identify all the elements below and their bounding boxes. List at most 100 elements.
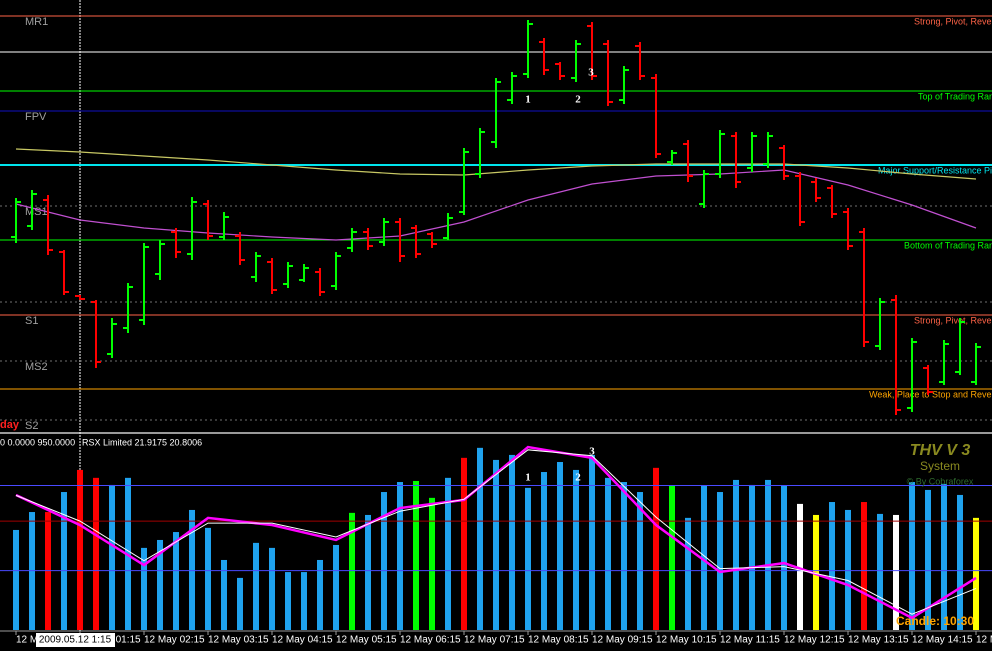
histogram-bar: [941, 483, 947, 630]
histogram-bar: [605, 477, 611, 630]
histogram-bar: [733, 479, 739, 630]
brand: THV V 3: [910, 442, 971, 459]
crosshair-box: [36, 633, 115, 647]
level-label: FPV: [25, 111, 47, 123]
annotation: 2: [575, 472, 581, 484]
annotation: 2: [575, 94, 581, 106]
histogram-bar: [637, 492, 643, 630]
histogram-bar: [13, 529, 19, 630]
annotation: 3: [588, 67, 594, 79]
histogram-bar: [253, 542, 259, 630]
histogram-bar: [317, 559, 323, 630]
candle-timer: Candle: 10:30: [896, 614, 974, 628]
histogram-bar: [861, 502, 867, 630]
histogram-bar: [653, 467, 659, 630]
histogram-bar: [269, 547, 275, 630]
level-label: S2: [25, 420, 38, 432]
histogram-bar: [557, 462, 563, 630]
histogram-bar: [77, 469, 83, 630]
indicator-header: 0 0.0000 950.0000: [0, 437, 75, 447]
x-tick-label: 12 May 04:15: [272, 635, 333, 646]
histogram-bar: [429, 497, 435, 630]
histogram-bar: [285, 572, 291, 630]
x-tick-label: 12 May 07:15: [464, 635, 525, 646]
brand-credit: © By Cobraforex: [907, 476, 974, 486]
histogram-bar: [509, 454, 515, 630]
histogram-bar: [301, 572, 307, 630]
histogram-bar: [877, 513, 883, 630]
histogram-bar: [749, 484, 755, 630]
level-note: Strong, Pivot, Reverse: [914, 16, 992, 26]
histogram-bar: [365, 514, 371, 630]
x-tick-label: 12 May 08:15: [528, 635, 589, 646]
brand-system: System: [920, 459, 960, 473]
level-label: S1: [25, 315, 38, 327]
x-tick-label: 12 May 10:15: [656, 635, 717, 646]
x-tick-label: 12 May 13:15: [848, 635, 909, 646]
histogram-bar: [589, 454, 595, 630]
histogram-bar: [829, 502, 835, 630]
histogram-bar: [525, 487, 531, 630]
histogram-bar: [717, 492, 723, 630]
histogram-bar: [349, 512, 355, 630]
histogram-bar: [541, 472, 547, 630]
histogram-bar: [173, 532, 179, 630]
x-tick-label: 12 May 09:15: [592, 635, 653, 646]
histogram-bar: [141, 547, 147, 630]
indicator-line: [15, 449, 977, 615]
level-label: MS1: [25, 206, 48, 218]
histogram-bar: [845, 509, 851, 630]
histogram-bar: [221, 559, 227, 630]
x-tick-label: 12 May 14:15: [912, 635, 973, 646]
histogram-bar: [925, 489, 931, 630]
histogram-bar: [461, 457, 467, 630]
histogram-bar: [381, 492, 387, 630]
histogram-bar: [957, 494, 963, 630]
x-tick-label: 12 May 06:15: [400, 635, 461, 646]
histogram-bar: [445, 477, 451, 630]
indicator-title: RSX Limited 21.9175 20.8006: [82, 437, 202, 447]
histogram-bar: [189, 509, 195, 630]
x-tick-label: 12 May 12:15: [784, 635, 845, 646]
level-note: Top of Trading Range: [918, 91, 992, 101]
x-tick-label: 12 May 15:15: [976, 635, 992, 646]
histogram-bar: [109, 484, 115, 630]
histogram-bar: [413, 480, 419, 630]
histogram-bar: [61, 492, 67, 630]
annotation: 1: [525, 94, 531, 106]
histogram-bar: [621, 482, 627, 630]
x-tick-label: 12 May 03:15: [208, 635, 269, 646]
crosshair-label: 2009.05.12 1:15: [39, 635, 112, 646]
histogram-bar: [781, 485, 787, 630]
level-note: Strong, Pivot, Reverse: [914, 315, 992, 325]
histogram-bar: [333, 544, 339, 630]
histogram-bar: [669, 485, 675, 630]
annotation: 3: [589, 446, 595, 458]
histogram-bar: [765, 479, 771, 630]
x-tick-label: 12 May 11:15: [720, 635, 780, 646]
histogram-bar: [237, 577, 243, 630]
x-tick-label: 12 May 02:15: [144, 635, 205, 646]
histogram-bar: [93, 477, 99, 630]
histogram-bar: [973, 517, 979, 630]
indicator-line: [15, 148, 977, 180]
level-label: MR1: [25, 16, 48, 28]
x-tick-label: 12 May 05:15: [336, 635, 397, 646]
histogram-bar: [909, 482, 915, 630]
level-note: Weak, Place to Stop and Reverse: [869, 389, 992, 399]
histogram-bar: [573, 469, 579, 630]
histogram-bar: [701, 485, 707, 630]
level-note: Major Support/Resistance Pivot: [878, 165, 992, 175]
histogram-bar: [397, 482, 403, 630]
level-note: Bottom of Trading Range: [904, 240, 992, 250]
histogram-bar: [893, 514, 899, 630]
histogram-bar: [157, 539, 163, 630]
day-label: day: [0, 419, 20, 431]
annotation: 1: [525, 472, 531, 484]
histogram-bar: [477, 447, 483, 630]
histogram-bar: [685, 517, 691, 630]
level-label: MS2: [25, 361, 48, 373]
histogram-bar: [205, 527, 211, 630]
